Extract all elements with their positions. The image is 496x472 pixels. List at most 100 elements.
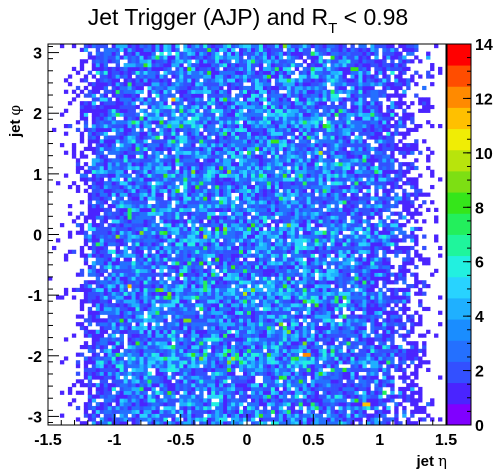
heatmap-cell — [207, 322, 212, 327]
heatmap-cell — [187, 329, 192, 334]
heatmap-cell — [79, 421, 85, 426]
heatmap-cell — [147, 230, 152, 235]
heatmap-cell — [199, 234, 204, 239]
heatmap-cell — [282, 192, 288, 197]
heatmap-cell — [290, 211, 296, 216]
heatmap-cell — [131, 127, 136, 132]
heatmap-cell — [179, 348, 184, 353]
heatmap-cell — [262, 318, 268, 323]
heatmap-cell — [147, 291, 152, 296]
heatmap-cell — [115, 196, 120, 201]
heatmap-cell — [239, 47, 244, 52]
heatmap-cell — [227, 70, 232, 75]
heatmap-cell — [119, 131, 124, 136]
heatmap-cell — [239, 329, 244, 334]
heatmap-cell — [282, 417, 288, 422]
heatmap-cell — [167, 264, 172, 270]
heatmap-cell — [183, 257, 188, 262]
heatmap-cell — [119, 291, 124, 296]
heatmap-cell — [111, 306, 117, 312]
heatmap-cell — [171, 337, 176, 342]
heatmap-cell — [179, 375, 184, 380]
heatmap-cell — [187, 70, 192, 75]
heatmap-cell — [195, 337, 200, 342]
heatmap-cell — [115, 287, 120, 292]
heatmap-cell — [258, 268, 264, 273]
heatmap-cell — [258, 66, 264, 72]
heatmap-cell — [95, 223, 101, 228]
heatmap-cell — [135, 192, 140, 197]
heatmap-cell — [87, 245, 93, 251]
heatmap-cell — [231, 44, 236, 49]
heatmap-cell — [203, 51, 208, 56]
heatmap-cell — [107, 405, 113, 411]
heatmap-cell — [139, 97, 144, 102]
heatmap-cell — [163, 287, 168, 292]
heatmap-cell — [250, 104, 256, 110]
heatmap-cell — [159, 173, 164, 178]
heatmap-cell — [239, 219, 244, 224]
heatmap-cell — [215, 405, 220, 411]
heatmap-cell — [243, 223, 248, 228]
heatmap-cell — [119, 124, 124, 129]
heatmap-cell — [179, 383, 184, 388]
heatmap-cell — [191, 287, 196, 292]
heatmap-cell — [139, 299, 144, 304]
heatmap-cell — [143, 139, 148, 144]
heatmap-cell — [231, 253, 236, 258]
heatmap-cell — [115, 165, 120, 171]
heatmap-cell — [231, 306, 236, 312]
heatmap-cell — [219, 44, 224, 49]
heatmap-cell — [191, 264, 196, 270]
heatmap-cell — [155, 104, 160, 110]
heatmap-cell — [163, 188, 168, 193]
heatmap-cell — [59, 390, 65, 395]
heatmap-cell — [127, 337, 132, 342]
heatmap-cell — [243, 379, 248, 384]
heatmap-cell — [274, 219, 280, 224]
heatmap-cell — [203, 417, 208, 422]
heatmap-cell — [167, 272, 172, 277]
heatmap-cell — [183, 139, 188, 144]
heatmap-cell — [159, 165, 164, 171]
heatmap-cell — [254, 261, 260, 266]
heatmap-cell — [119, 287, 124, 292]
heatmap-cell — [215, 367, 220, 373]
heatmap-cell — [243, 192, 248, 197]
heatmap-cell — [282, 184, 288, 190]
heatmap-cell — [243, 97, 248, 102]
heatmap-cell — [262, 356, 268, 361]
heatmap-cell — [163, 120, 168, 125]
heatmap-cell — [266, 131, 272, 136]
heatmap-cell — [155, 299, 160, 304]
heatmap-cell — [215, 104, 220, 110]
heatmap-cell — [143, 344, 148, 350]
heatmap-cell — [207, 253, 212, 258]
heatmap-cell — [127, 348, 132, 353]
heatmap-cell — [111, 204, 117, 209]
heatmap-cell — [87, 44, 93, 49]
heatmap-cell — [111, 272, 117, 277]
heatmap-cell — [187, 417, 192, 422]
heatmap-cell — [151, 63, 156, 68]
heatmap-cell — [266, 379, 272, 384]
heatmap-cell — [243, 325, 248, 331]
heatmap-cell — [266, 348, 272, 353]
heatmap-cell — [83, 287, 89, 292]
heatmap-cell — [243, 356, 248, 361]
heatmap-cell — [179, 66, 184, 72]
heatmap-cell — [143, 402, 148, 407]
heatmap-cell — [167, 150, 172, 155]
heatmap-cell — [254, 127, 260, 132]
heatmap-cell — [119, 127, 124, 132]
heatmap-cell — [191, 78, 196, 83]
heatmap-cell — [191, 55, 196, 60]
heatmap-cell — [243, 177, 248, 182]
heatmap-cell — [223, 146, 228, 152]
heatmap-cell — [223, 242, 228, 247]
heatmap-cell — [247, 146, 252, 152]
heatmap-cell — [262, 337, 268, 342]
chart-title-suffix: < 0.98 — [337, 4, 408, 30]
heatmap-cell — [270, 85, 276, 91]
heatmap-cell — [258, 341, 264, 346]
